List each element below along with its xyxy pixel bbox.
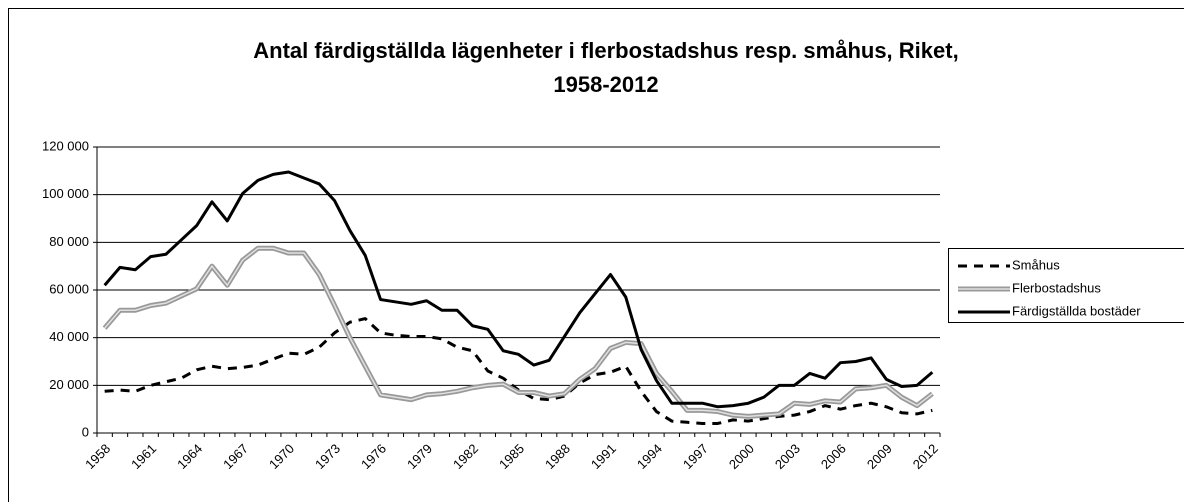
legend-label: Flerbostadshus — [1012, 280, 1101, 295]
legend-label: Färdigställda bostäder — [1012, 303, 1141, 318]
series-line-inner — [104, 247, 933, 418]
series-line — [104, 317, 933, 425]
x-tick-label: 2006 — [818, 441, 849, 472]
x-tick-label: 1976 — [358, 441, 389, 472]
chart-border — [8, 8, 1184, 502]
x-tick-label: 1967 — [220, 441, 251, 472]
x-tick-label: 2000 — [726, 441, 757, 472]
chart-title: Antal färdigställda lägenheter i flerbos… — [253, 38, 958, 63]
x-tick-label: 1985 — [496, 441, 527, 472]
x-tick-label: 1961 — [128, 441, 159, 472]
y-tick-label: 60 000 — [49, 281, 89, 296]
y-tick-label: 40 000 — [49, 329, 89, 344]
y-tick-label: 80 000 — [49, 234, 89, 249]
y-tick-label: 0 — [82, 424, 89, 439]
x-tick-label: 1982 — [450, 441, 481, 472]
x-tick-label: 1973 — [312, 441, 343, 472]
x-tick-label: 1970 — [266, 441, 297, 472]
x-tick-label: 1964 — [174, 441, 205, 472]
y-tick-label: 120 000 — [42, 138, 89, 153]
series-line — [102, 245, 934, 419]
legend-box — [948, 248, 1184, 323]
x-tick-label: 1991 — [588, 441, 619, 472]
x-tick-label: 1994 — [634, 441, 665, 472]
x-tick-label: 2009 — [864, 441, 895, 472]
series-line — [103, 170, 934, 409]
y-tick-label: 20 000 — [49, 377, 89, 392]
x-tick-label: 1958 — [82, 441, 113, 472]
x-tick-label: 1988 — [542, 441, 573, 472]
y-tick-label: 100 000 — [42, 186, 89, 201]
x-tick-label: 1979 — [404, 441, 435, 472]
chart-title: 1958-2012 — [553, 72, 658, 97]
x-tick-label: 1997 — [680, 441, 711, 472]
x-tick-label: 2003 — [772, 441, 803, 472]
legend-label: Småhus — [1012, 257, 1060, 272]
x-tick-label: 2012 — [910, 441, 941, 472]
